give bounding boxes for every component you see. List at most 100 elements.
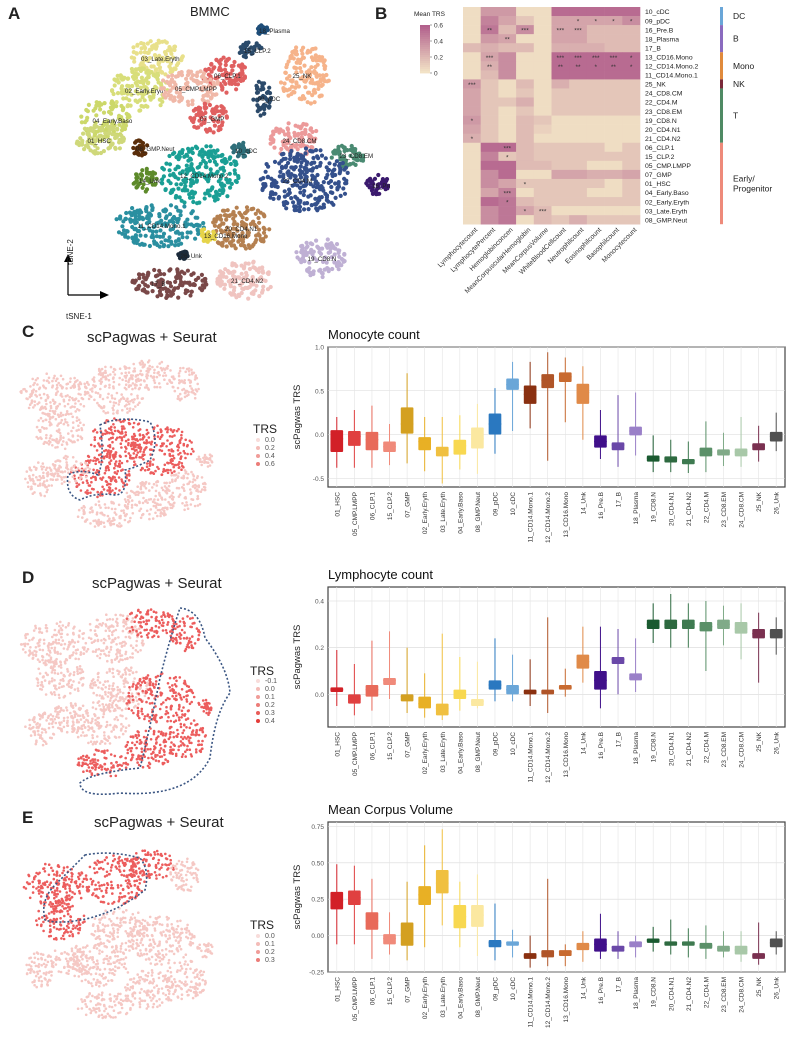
x-tick-label: 14_Unk [580, 731, 587, 754]
tsne-cluster-09-pdc [251, 79, 274, 118]
heatmap-cell [569, 178, 588, 189]
strip-group-label: DC [733, 11, 745, 21]
heatmap-cell [551, 206, 570, 216]
heatmap-cell [533, 16, 552, 26]
tsne-cluster-label: 01_HSC [88, 138, 112, 145]
heatmap-cell [622, 88, 641, 98]
box-26-unk [769, 617, 783, 655]
box-13-cd16-mono [558, 668, 572, 697]
heatmap-cell [604, 88, 623, 98]
strip-group-label: NK [733, 79, 745, 89]
x-tick-label: 23_CD8.EM [721, 977, 728, 1012]
tsne-cluster-label: 05_CMP.LMPP [175, 86, 217, 93]
tsne-cluster-26-unk [176, 249, 190, 261]
heatmap-mean-trs: 10_cDC 09_pDC 16_Pre.B 18_Plasma 17_B 13_CD16… [420, 7, 772, 295]
trs-legend-title-c: TRS [253, 422, 277, 436]
y-tick-label: 0.2 [315, 645, 324, 652]
tsne-cluster-03-late-eryth [129, 38, 185, 78]
box-11-cd14-mono-1 [523, 659, 537, 706]
x-tick-label: 26_Unk [774, 731, 781, 754]
box-01-hsc [330, 650, 344, 706]
heatmap-cell [622, 43, 641, 53]
heatmap-cell [533, 124, 552, 134]
heatmap-cell [551, 188, 570, 198]
heatmap-cell [622, 52, 641, 62]
heatmap-cell [463, 106, 481, 116]
legend-gradient-step [420, 69, 430, 72]
legend-gradient-step [420, 61, 430, 64]
heatmap-cell [569, 169, 588, 180]
box-11-cd14-mono-1 [523, 935, 537, 968]
heatmap-cell [604, 52, 623, 62]
heatmap-cell [516, 142, 535, 153]
heatmap-significance: ** [487, 28, 493, 35]
heatmap-cell [551, 43, 570, 53]
heatmap-cell [533, 115, 552, 125]
heatmap-cell [480, 115, 499, 125]
heatmap-cell [533, 206, 552, 216]
panel-d-title: scPagwas + Seurat [92, 575, 222, 592]
legend-gradient-step [420, 63, 430, 66]
heatmap-cell [480, 124, 499, 134]
heatmap-cell [622, 206, 641, 216]
x-tick-label: 04_Early.Baso [457, 492, 464, 534]
heatmap-cell [569, 70, 588, 80]
heatmap-cell [569, 160, 588, 171]
x-tick-label: 10_cDC [510, 732, 517, 756]
heatmap-cell [533, 151, 552, 162]
trs-cell-group [35, 899, 86, 941]
heatmap-cell [569, 97, 588, 107]
heatmap-cell [569, 16, 588, 26]
y-tick-label: 0.50 [311, 860, 324, 867]
trs-legend-item: 0.4 [256, 453, 275, 460]
trs-cell-group [84, 613, 145, 664]
heatmap-significance: *** [610, 55, 618, 62]
tsne-cluster-label: 13_CD16.Mono [204, 233, 248, 240]
box-03-late-eryth [435, 829, 449, 926]
box-12-cd14-mono-2 [541, 878, 555, 967]
y-tick-label: 0.25 [311, 897, 324, 904]
heatmap-cell [480, 106, 499, 116]
box-iqr [471, 427, 484, 449]
box-17-b [611, 629, 625, 695]
panel-e-letter: E [22, 808, 34, 827]
legend-gradient-step [420, 29, 430, 32]
box-iqr [541, 374, 555, 389]
heatmap-cell [622, 151, 641, 162]
heatmap-cell [586, 25, 605, 35]
legend-gradient-step [420, 31, 430, 34]
box-05-cmp-lmpp [348, 410, 361, 468]
heatmap-cell [569, 34, 588, 44]
y-tick-label: -0.5 [313, 476, 325, 483]
heatmap-cell [480, 169, 499, 180]
heatmap-cell [569, 88, 588, 98]
heatmap-significance: * [506, 200, 509, 207]
box-25-nk [752, 922, 765, 965]
heatmap-cell [480, 43, 499, 53]
x-tick-label: 05_CMP.LMPP [352, 732, 359, 776]
heatmap-cell [533, 169, 552, 180]
legend-gradient-step [420, 57, 430, 60]
heatmap-cell [498, 115, 517, 125]
heatmap-cell [586, 160, 605, 171]
heatmap-cell [551, 115, 570, 125]
heatmap-cell [480, 97, 499, 107]
heatmap-cell [463, 16, 481, 26]
x-tick-label: 20_CD4.N1 [668, 977, 675, 1011]
panel-a-letter: A [8, 4, 21, 23]
heatmap-cell [463, 88, 481, 98]
x-tick-label: 14_Unk [580, 491, 587, 514]
heatmap-cell [604, 25, 623, 35]
box-20-cd4-n1 [664, 439, 678, 473]
box-iqr [418, 696, 432, 709]
legend-tick-label: 0 [434, 71, 438, 78]
heatmap-cell [551, 197, 570, 207]
heatmap-significance: *** [557, 28, 565, 35]
box-17-b [611, 931, 625, 959]
box-iqr [506, 941, 519, 946]
heatmap-cell [622, 178, 641, 189]
heatmap-cell [480, 206, 499, 216]
tsne-cluster-20-cd4-n1 [211, 205, 272, 251]
tsne-cluster-13-cd16-mono [199, 227, 218, 244]
heatmap-cell [463, 70, 481, 80]
